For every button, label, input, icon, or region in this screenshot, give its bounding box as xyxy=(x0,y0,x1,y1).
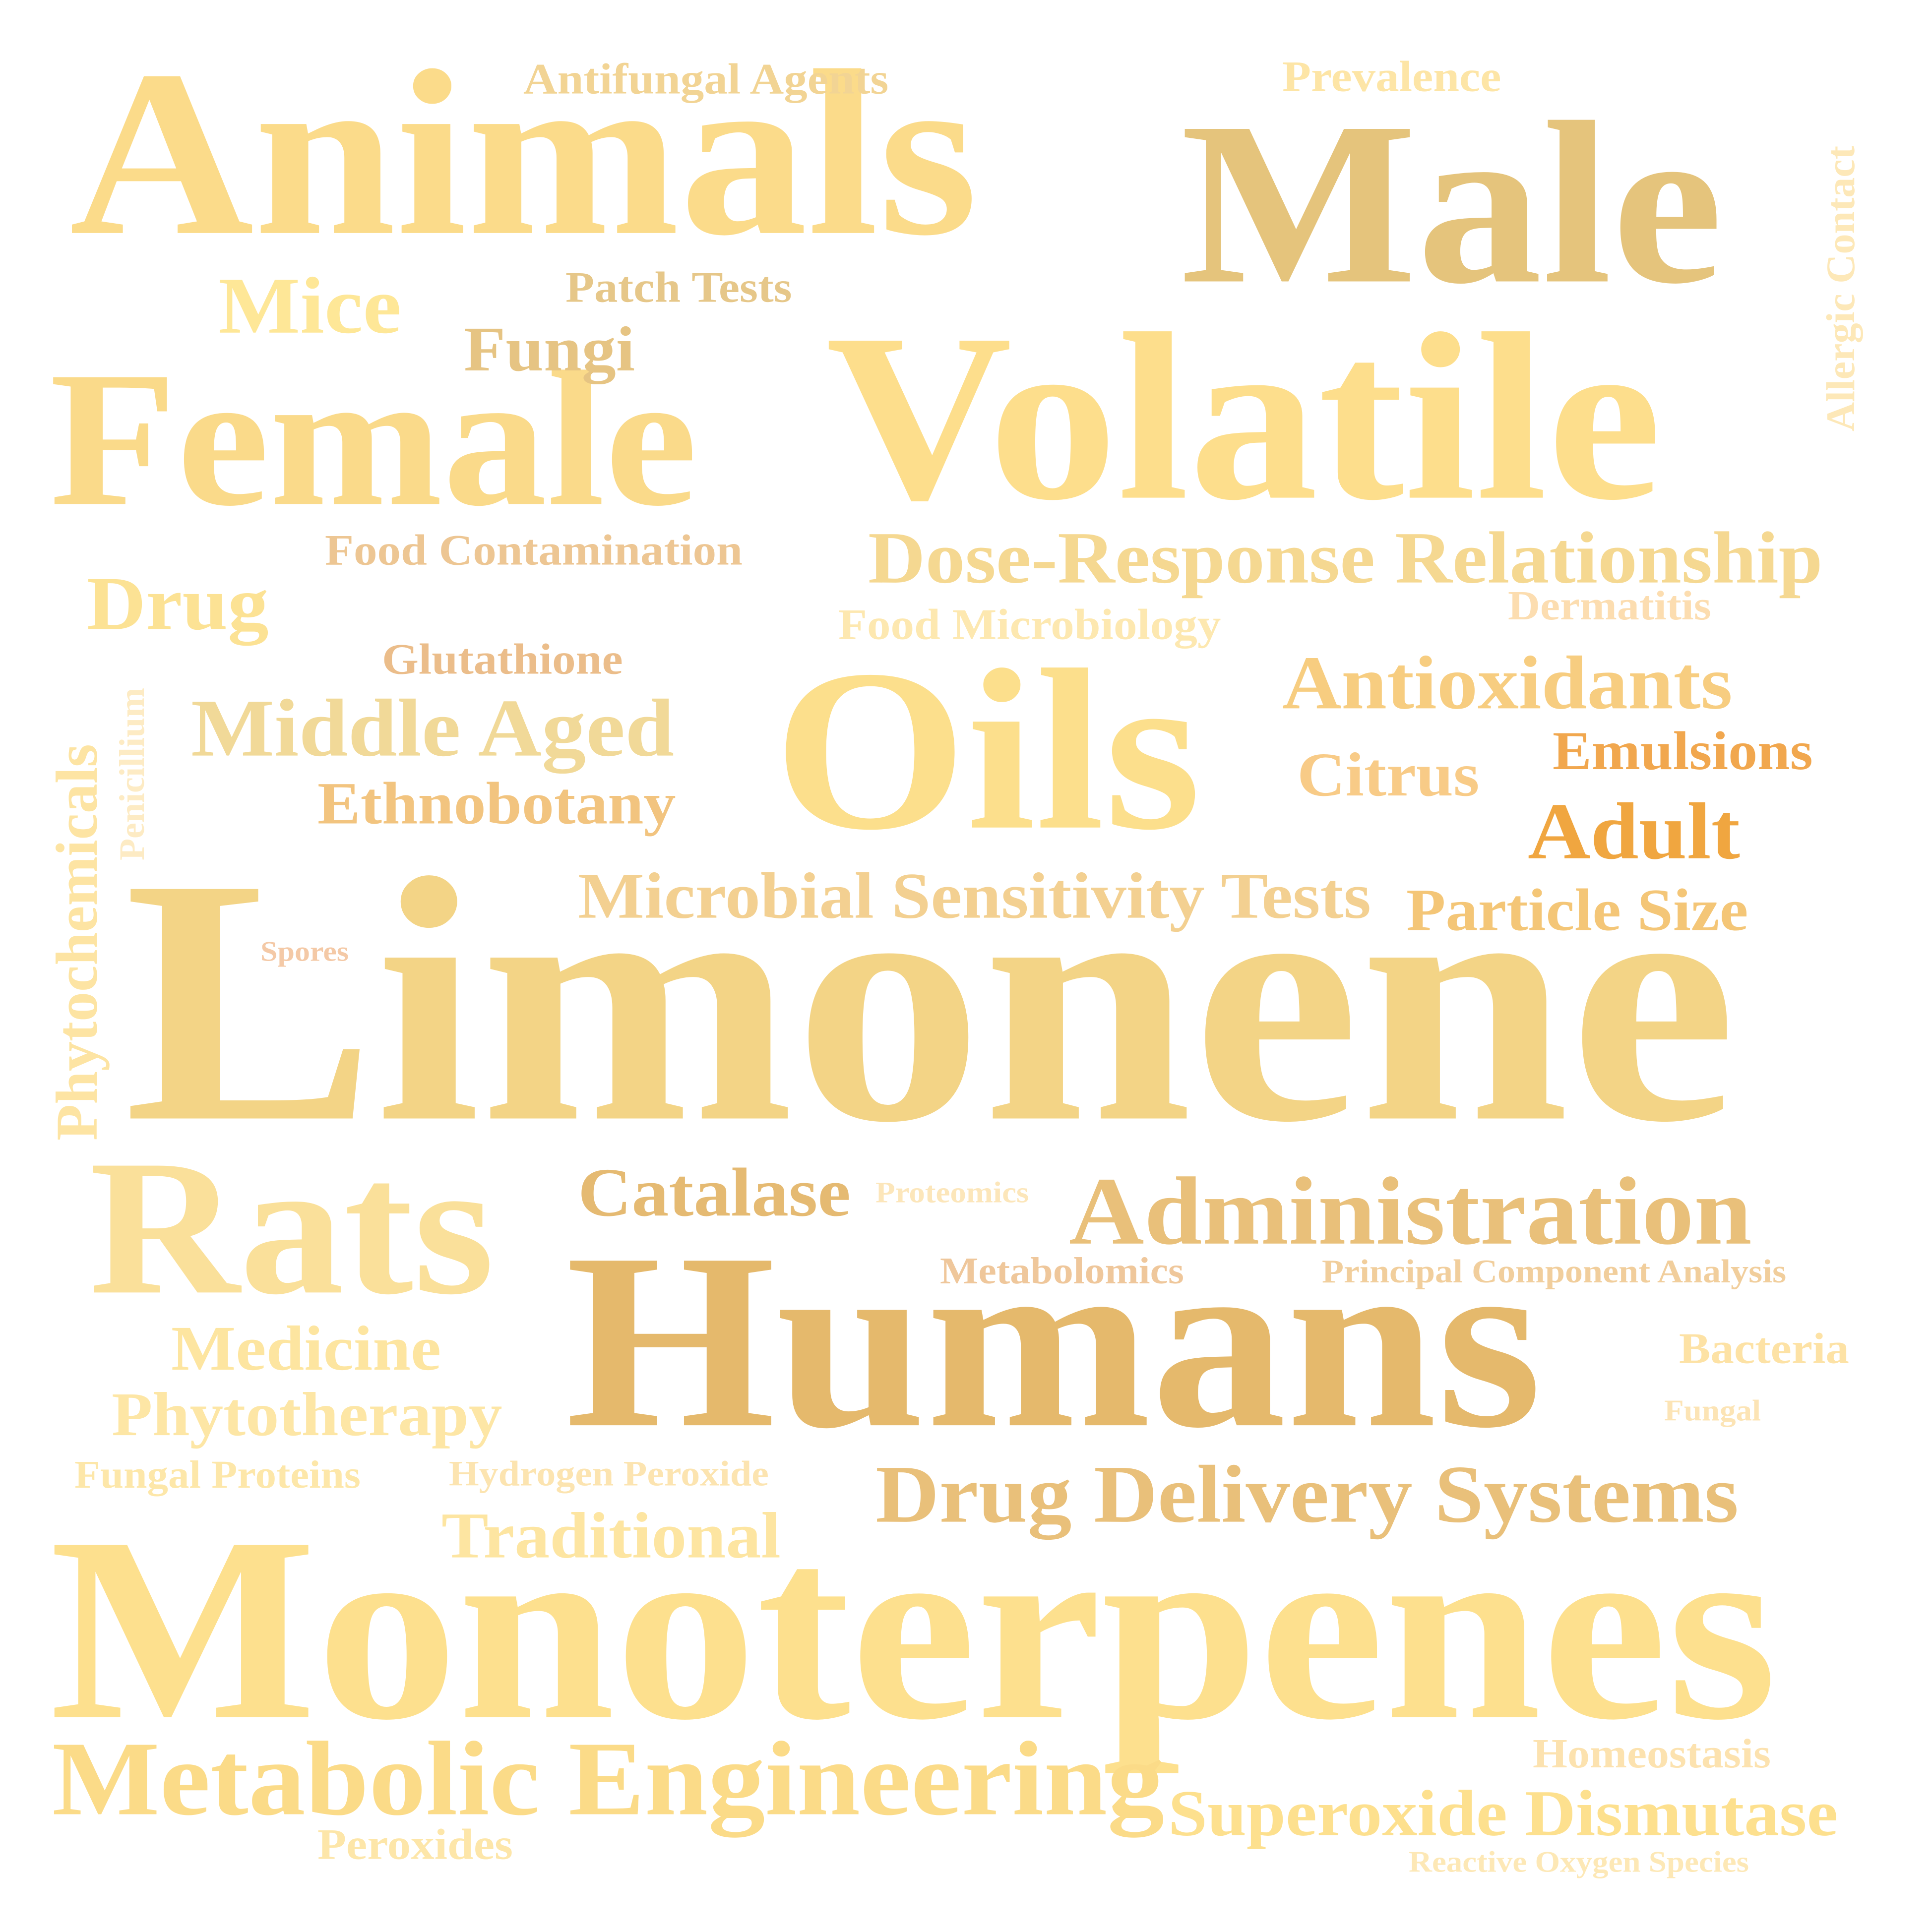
word-catalase: Catalase xyxy=(578,1154,851,1231)
word-antioxidants: Antioxidants xyxy=(1282,640,1733,725)
word-humans: Humans xyxy=(565,1201,1542,1480)
word-medicine: Medicine xyxy=(171,1313,441,1384)
word-traditional: Traditional xyxy=(441,1499,781,1572)
word-food-microbiology: Food Microbiology xyxy=(838,600,1221,649)
word-female: Female xyxy=(50,331,697,546)
word-fungi: Fungi xyxy=(464,313,635,384)
word-penicillium: Penicillium xyxy=(112,688,152,860)
word-limonene: Limonene xyxy=(124,806,1737,1195)
word-animals: Animals xyxy=(69,21,978,285)
word-peroxides: Peroxides xyxy=(317,1819,513,1869)
word-volatile: Volatile xyxy=(826,284,1662,550)
word-drug-delivery-systems: Drug Delivery Systems xyxy=(875,1448,1739,1540)
word-citrus: Citrus xyxy=(1297,740,1480,810)
word-dose-response-relationship: Dose-Response Relationship xyxy=(868,516,1823,599)
word-particle-size: Particle Size xyxy=(1406,877,1748,944)
word-prevalence: Prevalence xyxy=(1282,52,1501,101)
word-rats: Rats xyxy=(89,1120,495,1335)
word-spores: Spores xyxy=(260,936,349,967)
word-administration: Administration xyxy=(1069,1157,1752,1265)
word-hydrogen-peroxide: Hydrogen Peroxide xyxy=(449,1453,769,1494)
word-phytochemicals: Phytochemicals xyxy=(44,744,110,1141)
word-metabolic-engineering: Metabolic Engineering xyxy=(52,1719,1165,1838)
word-mice: Mice xyxy=(218,260,402,351)
word-metabolomics: Metabolomics xyxy=(940,1250,1184,1292)
word-ethnobotany: Ethnobotany xyxy=(317,770,676,837)
word-emulsions: Emulsions xyxy=(1553,721,1813,782)
word-microbial-sensitivity-tests: Microbial Sensitivity Tests xyxy=(578,859,1371,932)
word-drug: Drug xyxy=(87,561,269,646)
word-adult: Adult xyxy=(1528,786,1740,876)
word-fungal-proteins: Fungal Proteins xyxy=(74,1453,361,1497)
word-fungal: Fungal xyxy=(1664,1394,1761,1428)
word-male: Male xyxy=(1181,74,1723,332)
word-proteomics: Proteomics xyxy=(875,1176,1029,1209)
word-bacteria: Bacteria xyxy=(1679,1324,1849,1373)
word-middle-aged: Middle Aged xyxy=(191,682,675,774)
word-phytotherapy: Phytotherapy xyxy=(112,1380,502,1449)
word-allergic-contact: Allergic Contact xyxy=(1818,145,1863,431)
word-superoxide-dismutase: Superoxide Dismutase xyxy=(1168,1776,1838,1850)
word-reactive-oxygen-species: Reactive Oxygen Species xyxy=(1409,1845,1749,1879)
word-oils: Oils xyxy=(774,622,1201,878)
word-patch-tests: Patch Tests xyxy=(565,262,792,311)
word-monoterpenes: Monoterpenes xyxy=(50,1483,1777,1774)
word-dermatitis: Dermatitis xyxy=(1508,583,1711,629)
word-food-contamination: Food Contamination xyxy=(325,525,743,574)
word-antifungal-agents: Antifungal Agents xyxy=(523,54,889,103)
word-homeostasis: Homeostasis xyxy=(1533,1731,1771,1777)
word-glutathione: Glutathione xyxy=(382,634,623,683)
word-principal-component-analysis: Principal Component Analysis xyxy=(1322,1253,1787,1290)
